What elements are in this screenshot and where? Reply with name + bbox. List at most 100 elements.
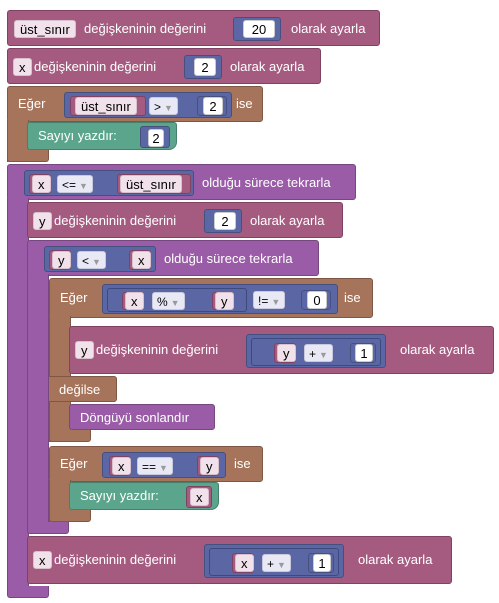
- variable-dropdown[interactable]: y: [52, 251, 71, 269]
- number-socket: 2: [204, 209, 242, 233]
- break-block[interactable]: Döngüyü sonlandır: [69, 404, 215, 430]
- variable-socket: x: [232, 553, 254, 573]
- compare-socket: x == ▼ y: [102, 452, 226, 478]
- print-block[interactable]: Sayıyı yazdır: x: [69, 482, 219, 510]
- chevron-down-icon: ▼: [92, 257, 101, 267]
- then-label: ise: [234, 456, 251, 471]
- block-label: olduğu sürece tekrarla: [202, 175, 331, 190]
- variable-dropdown[interactable]: x: [190, 488, 209, 506]
- variable-dropdown[interactable]: üst_sınır: [75, 97, 137, 115]
- number-input[interactable]: 20: [243, 20, 275, 38]
- set-y-increment-block[interactable]: y değişkeninin değerini y + ▼ 1 olarak ay…: [69, 326, 494, 374]
- variable-socket: x: [129, 250, 151, 270]
- variable-socket: x: [122, 292, 144, 310]
- set-ust-sinir-block[interactable]: üst_sınır değişkeninin değerini 20 olara…: [7, 10, 380, 46]
- operator-dropdown[interactable]: < ▼: [77, 251, 106, 269]
- block-label: değişkeninin değerini: [54, 552, 177, 567]
- operator-dropdown[interactable]: <= ▼: [57, 175, 93, 193]
- operator-dropdown[interactable]: + ▼: [304, 344, 333, 362]
- variable-socket: y: [197, 456, 219, 476]
- print-label: Sayıyı yazdır:: [80, 488, 159, 503]
- number-socket: 0: [301, 290, 331, 310]
- block-label: olarak ayarla: [291, 21, 366, 36]
- set-y-block[interactable]: y değişkeninin değerini 2 olarak ayarla: [27, 202, 343, 238]
- variable-dropdown[interactable]: x: [125, 292, 144, 310]
- number-input[interactable]: 2: [203, 97, 223, 115]
- variable-socket: x: [109, 456, 131, 476]
- if-else-block[interactable]: Eğer x % ▼ y != ▼ 0 ise: [49, 278, 373, 318]
- number-socket: 2: [184, 55, 222, 79]
- block-label: olarak ayarla: [250, 213, 325, 228]
- number-input[interactable]: 2: [148, 129, 164, 147]
- block-label: olarak ayarla: [358, 552, 433, 567]
- number-socket: 20: [233, 17, 281, 41]
- if-label: Eğer: [18, 96, 46, 111]
- operator-dropdown[interactable]: != ▼: [253, 291, 286, 309]
- number-input[interactable]: 1: [313, 554, 331, 572]
- if-block[interactable]: Eğer üst_sınır > ▼ 2 ise: [7, 86, 263, 122]
- break-label: Döngüyü sonlandır: [80, 410, 190, 425]
- while-loop-block[interactable]: x <= ▼ üst_sınır olduğu sürece tekrarla: [7, 164, 356, 200]
- chevron-down-icon: ▼: [170, 298, 180, 308]
- operator-dropdown[interactable]: == ▼: [137, 457, 173, 475]
- set-x-increment-block[interactable]: x değişkeninin değerini x + ▼ 1 olarak ay…: [27, 536, 452, 584]
- chevron-down-icon: ▼: [277, 560, 286, 570]
- block-label: olduğu sürece tekrarla: [164, 251, 293, 266]
- operator-dropdown[interactable]: + ▼: [262, 554, 291, 572]
- number-input[interactable]: 2: [194, 58, 216, 76]
- compare-socket: y < ▼ x: [44, 246, 156, 272]
- if-block-footer: [7, 150, 49, 162]
- chevron-down-icon: ▼: [271, 297, 281, 307]
- while-loop-arm: [7, 198, 29, 588]
- then-label: ise: [344, 290, 361, 305]
- if-else-footer: [49, 430, 91, 442]
- variable-dropdown[interactable]: x: [132, 251, 151, 269]
- if-equal-block[interactable]: Eğer x == ▼ y ise: [49, 446, 263, 482]
- variable-dropdown[interactable]: y: [200, 457, 219, 475]
- then-label: ise: [236, 96, 253, 111]
- number-socket: 2: [140, 126, 170, 148]
- variable-dropdown[interactable]: y: [277, 344, 296, 362]
- operator-dropdown[interactable]: > ▼: [149, 97, 178, 115]
- variable-dropdown[interactable]: üst_sınır: [14, 20, 76, 38]
- variable-socket: üst_sınır: [117, 174, 191, 194]
- compare-socket: üst_sınır > ▼ 2: [64, 92, 232, 118]
- number-socket: 1: [308, 553, 334, 573]
- number-input[interactable]: 0: [307, 291, 327, 309]
- variable-socket: x: [29, 174, 51, 194]
- variable-dropdown[interactable]: y: [33, 212, 52, 230]
- if-equal-footer: [49, 508, 91, 522]
- variable-socket: x: [186, 486, 212, 508]
- chevron-down-icon: ▼: [159, 463, 168, 473]
- variable-dropdown[interactable]: y: [215, 292, 234, 310]
- print-block[interactable]: Sayıyı yazdır: 2: [27, 122, 177, 150]
- variable-dropdown[interactable]: x: [13, 58, 32, 76]
- inner-loop-arm: [27, 274, 49, 524]
- variable-dropdown[interactable]: üst_sınır: [120, 175, 182, 193]
- inner-while-loop-block[interactable]: y < ▼ x olduğu sürece tekrarla: [27, 240, 319, 276]
- number-input[interactable]: 1: [355, 344, 373, 362]
- variable-dropdown[interactable]: x: [32, 175, 51, 193]
- variable-socket: y: [212, 292, 234, 310]
- block-label: değişkeninin değerini: [34, 59, 157, 74]
- variable-dropdown[interactable]: x: [235, 554, 254, 572]
- block-label: olarak ayarla: [400, 342, 475, 357]
- else-label: değilse: [59, 382, 101, 397]
- while-loop-footer: [7, 586, 49, 598]
- block-label: değişkeninin değerini: [96, 342, 219, 357]
- variable-dropdown[interactable]: x: [33, 551, 52, 569]
- variable-dropdown[interactable]: y: [75, 341, 94, 359]
- variable-dropdown[interactable]: x: [112, 457, 131, 475]
- chevron-down-icon: ▼: [164, 103, 173, 113]
- number-socket: 1: [350, 343, 376, 363]
- variable-socket: üst_sınır: [70, 96, 146, 116]
- operator-dropdown[interactable]: % ▼: [152, 292, 185, 310]
- compare-socket: x <= ▼ üst_sınır: [24, 170, 194, 196]
- if-label: Eğer: [60, 456, 88, 471]
- compare-socket: x % ▼ y != ▼ 0: [102, 284, 338, 314]
- modulo-socket: x % ▼ y: [107, 288, 247, 312]
- block-label: değişkeninin değerini: [54, 213, 177, 228]
- number-input[interactable]: 2: [214, 212, 236, 230]
- set-x-block[interactable]: x değişkeninin değerini 2 olarak ayarla: [7, 48, 321, 84]
- inner-loop-footer: [27, 522, 69, 534]
